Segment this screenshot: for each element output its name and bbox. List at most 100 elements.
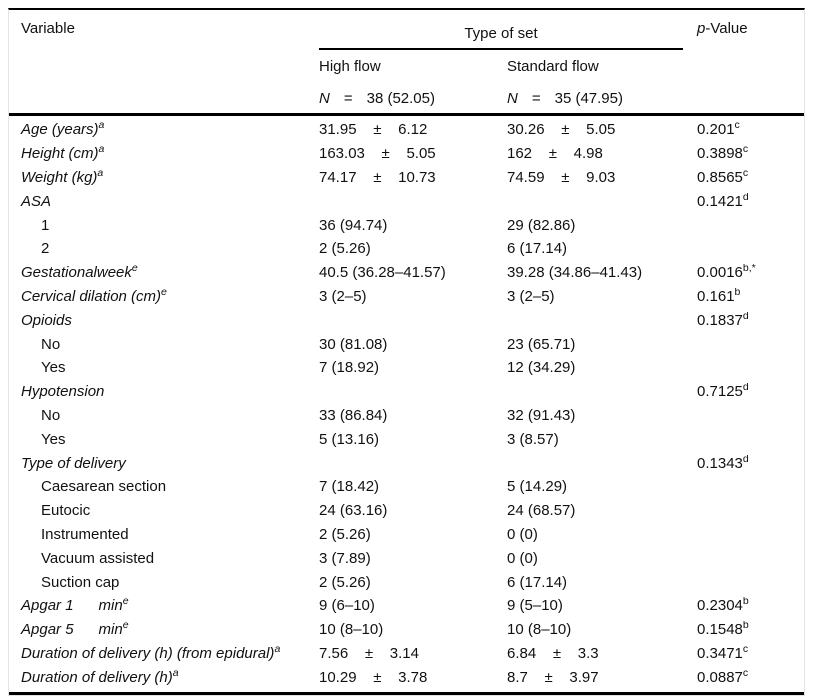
standard-flow-cell: 10 (8–10) xyxy=(507,621,572,639)
p-value-cell: 0.201c xyxy=(697,121,804,138)
p-value-text: 0.7125 xyxy=(697,383,743,401)
p-value-superscript: d xyxy=(742,311,749,322)
p-value-cell: 0.0016b,* xyxy=(697,264,804,281)
variable-label: Weight (kg) xyxy=(21,168,98,186)
table-row: Hypotension 0.7125d xyxy=(9,380,804,404)
variable-cell: ASA xyxy=(9,193,319,210)
table-row: Caesarean section 7 (18.42) 5 (14.29) xyxy=(9,475,804,499)
variable-superscript: a xyxy=(98,145,105,156)
p-value-text: 0.1421 xyxy=(697,192,743,210)
p-value-text: 0.1548 xyxy=(697,621,743,639)
equals-sign: = xyxy=(343,89,353,107)
variable-cell: 1 xyxy=(9,217,319,234)
p-value-cell: 0.8565c xyxy=(697,169,804,186)
high-flow-cell: 36 (94.74) xyxy=(319,216,388,234)
variable-cell: Caesarean section xyxy=(9,478,319,495)
standard-flow-cell: 5 (14.29) xyxy=(507,478,568,496)
high-flow-cell: 3 (2–5) xyxy=(319,287,367,305)
standard-flow-cell: 39.28 (34.86–41.43) xyxy=(507,264,643,282)
statistics-table: Variable Type of set p-Value High flow S… xyxy=(8,8,805,696)
table-row: Type of delivery 0.1343d xyxy=(9,451,804,475)
standard-flow-n-row: N = 35 (47.95) xyxy=(507,90,697,107)
table-row: Apgar 5 mine 10 (8–10) 10 (8–10) 0.1548b xyxy=(9,618,804,642)
high-flow-cell: 33 (86.84) xyxy=(319,406,388,424)
p-value-cell: 0.1837d xyxy=(697,312,804,329)
p-value-superscript: b xyxy=(734,287,741,298)
variable-cell: Apgar 1 mine xyxy=(9,597,319,614)
high-flow-header: High flow xyxy=(319,58,381,75)
p-value-cell: 0.7125d xyxy=(697,383,804,400)
p-value-superscript: c xyxy=(742,145,749,156)
p-value-superscript: c xyxy=(742,644,749,655)
p-value-text: 0.1343 xyxy=(697,454,743,472)
table-row: Opioids 0.1837d xyxy=(9,308,804,332)
variable-superscript: e xyxy=(122,597,129,608)
variable-cell: Hypotension xyxy=(9,383,319,400)
variable-label: Gestationalweek xyxy=(21,264,132,282)
p-value-superscript: c xyxy=(734,121,740,132)
table-row: Height (cm)a 163.03 ± 5.05 162 ± 4.98 0.… xyxy=(9,142,804,166)
n-symbol: N xyxy=(319,89,330,107)
high-flow-cell: 40.5 (36.28–41.57) xyxy=(319,264,446,282)
table-row: Yes 7 (18.92) 12 (34.29) xyxy=(9,356,804,380)
p-value-superscript: d xyxy=(742,192,749,203)
table-row: Eutocic 24 (63.16) 24 (68.57) xyxy=(9,499,804,523)
p-value-text: 0.8565 xyxy=(697,168,743,186)
table-row: Cervical dilation (cm)e 3 (2–5) 3 (2–5) … xyxy=(9,285,804,309)
variable-label: Opioids xyxy=(21,311,72,329)
p-value-rest: -Value xyxy=(705,20,748,37)
standard-flow-cell: 30.26 ± 5.05 xyxy=(507,121,616,139)
variable-label: Apgar 5 min xyxy=(21,621,123,639)
high-flow-cell: 7.56 ± 3.14 xyxy=(319,644,419,662)
variable-superscript: a xyxy=(97,168,104,179)
variable-label: 2 xyxy=(41,240,50,258)
variable-label: No xyxy=(41,335,61,353)
variable-cell: Opioids xyxy=(9,312,319,329)
standard-flow-cell: 12 (34.29) xyxy=(507,359,576,377)
table-row: Yes 5 (13.16) 3 (8.57) xyxy=(9,427,804,451)
high-flow-cell: 10 (8–10) xyxy=(319,621,384,639)
p-value-cell: 0.0887c xyxy=(697,669,804,686)
p-value-column-header: p-Value xyxy=(697,20,804,50)
variable-cell: Vacuum assisted xyxy=(9,550,319,567)
table-row: Suction cap 2 (5.26) 6 (17.14) xyxy=(9,570,804,594)
p-value-text: 0.3471 xyxy=(697,644,743,662)
high-flow-cell: 9 (6–10) xyxy=(319,597,375,615)
table-body: Age (years)a 31.95 ± 6.12 30.26 ± 5.05 0… xyxy=(9,116,804,696)
equals-sign: = xyxy=(531,89,541,107)
variable-cell: Type of delivery xyxy=(9,455,319,472)
n-count: 38 (52.05) xyxy=(366,89,435,107)
variable-superscript: a xyxy=(98,121,105,132)
standard-flow-cell: 3 (2–5) xyxy=(507,287,555,305)
variable-label: Duration of delivery (h) xyxy=(21,668,173,686)
variable-cell: Suction cap xyxy=(9,574,319,591)
standard-flow-cell: 6 (17.14) xyxy=(507,573,568,591)
variable-cell: Height (cm)a xyxy=(9,145,319,162)
standard-flow-cell: 162 ± 4.98 xyxy=(507,145,603,163)
variable-label: Instrumented xyxy=(41,525,129,543)
high-flow-cell: 24 (63.16) xyxy=(319,502,388,520)
p-value-text: 0.2304 xyxy=(697,597,743,615)
standard-flow-cell: 9 (5–10) xyxy=(507,597,563,615)
table-row: Apgar 1 mine 9 (6–10) 9 (5–10) 0.2304b xyxy=(9,594,804,618)
p-value-italic-p: p xyxy=(697,20,706,37)
variable-superscript: a xyxy=(172,668,179,679)
high-flow-cell: 2 (5.26) xyxy=(319,525,371,543)
variable-label: Yes xyxy=(41,359,66,377)
table-row: 2 2 (5.26) 6 (17.14) xyxy=(9,237,804,261)
variable-cell: Yes xyxy=(9,359,319,376)
type-of-set-header: Type of set xyxy=(319,25,683,50)
standard-flow-cell: 23 (65.71) xyxy=(507,335,576,353)
variable-label: Apgar 1 min xyxy=(21,597,123,615)
variable-cell: 2 xyxy=(9,240,319,257)
table-row: Vacuum assisted 3 (7.89) 0 (0) xyxy=(9,546,804,570)
variable-superscript: a xyxy=(274,644,281,655)
table-header: Variable Type of set p-Value High flow S… xyxy=(9,10,804,116)
table-row: Instrumented 2 (5.26) 0 (0) xyxy=(9,523,804,547)
variable-label: Yes xyxy=(41,430,66,448)
variable-label: Caesarean section xyxy=(41,478,167,496)
p-value-superscript: b xyxy=(742,597,749,608)
table-row: Duration of delivery (h)a 10.29 ± 3.78 8… xyxy=(9,665,804,689)
variable-label: Duration of delivery (h) (from epidural) xyxy=(21,644,275,662)
high-flow-cell: 5 (13.16) xyxy=(319,430,380,448)
